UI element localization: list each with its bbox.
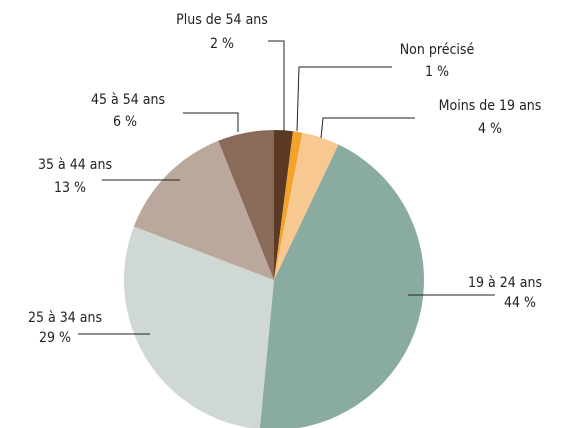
leader-line	[320, 117, 415, 139]
leader-line	[183, 112, 239, 132]
slice-label: 19 à 24 ans	[468, 275, 542, 291]
slice-value-label: 6 %	[113, 114, 137, 130]
pie-slice	[274, 131, 303, 280]
slice-label: Plus de 54 ans	[176, 12, 268, 28]
slice-label: Non précisé	[400, 42, 475, 58]
pie-slice	[124, 226, 274, 428]
slice-label: 25 à 34 ans	[28, 310, 102, 326]
pie-slice	[218, 130, 274, 280]
slice-label: Moins de 19 ans	[439, 98, 542, 114]
leader-line	[296, 66, 392, 132]
slice-value-label: 13 %	[54, 180, 86, 196]
pie-slice	[274, 132, 339, 280]
pie-slice	[259, 144, 424, 428]
slice-value-label: 29 %	[39, 330, 71, 346]
slice-value-label: 4 %	[478, 121, 502, 137]
slice-value-label: 44 %	[504, 295, 536, 311]
leader-line	[268, 40, 285, 131]
slice-value-label: 1 %	[425, 64, 449, 80]
slice-value-label: 2 %	[210, 36, 234, 52]
slice-label: 35 à 44 ans	[38, 157, 112, 173]
slice-label: 45 à 54 ans	[91, 92, 165, 108]
pie-slice	[133, 140, 274, 280]
pie-slice	[274, 130, 293, 280]
